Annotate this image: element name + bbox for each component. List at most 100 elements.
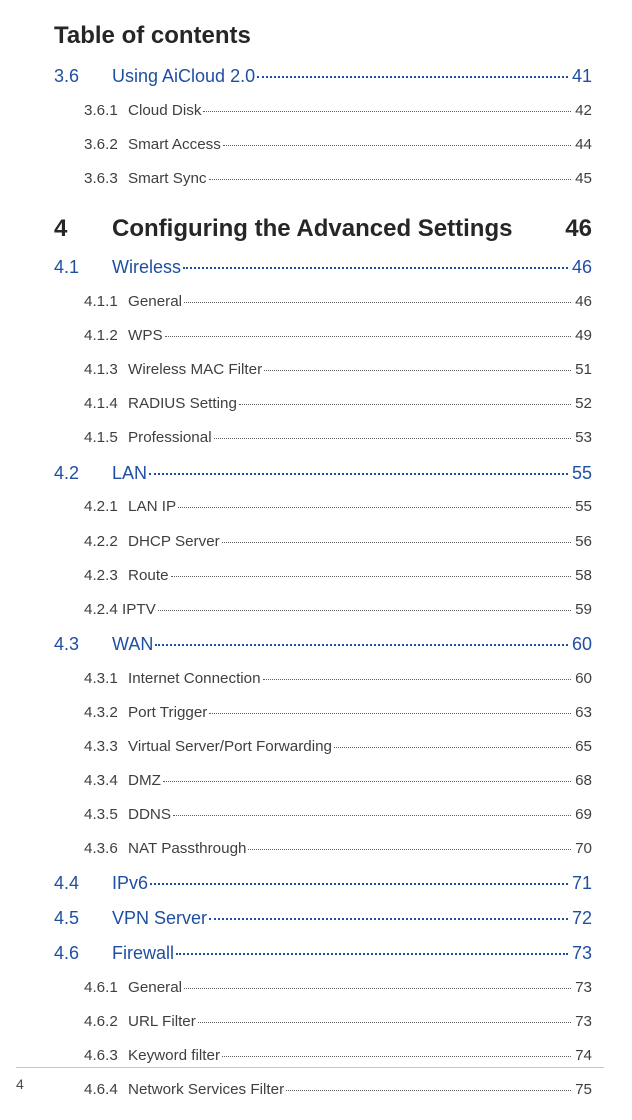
toc-entry-label: LAN IP — [128, 493, 176, 521]
toc-entry-label: DHCP Server — [128, 528, 220, 556]
toc-subsection[interactable]: 4.1.3Wireless MAC Filter51 — [54, 356, 592, 384]
toc-entry-page: 56 — [573, 528, 592, 556]
toc-leader — [223, 145, 571, 146]
toc-entry-label: RADIUS Setting — [128, 390, 237, 418]
toc-section[interactable]: 4.1Wireless46 — [54, 253, 592, 282]
toc-subsection[interactable]: 3.6.1Cloud Disk42 — [54, 97, 592, 125]
toc-entry-label: WPS — [128, 322, 163, 350]
toc-entry-number: 4.5 — [54, 904, 112, 933]
toc-entry-number: 4.2 — [54, 459, 112, 488]
toc-leader — [163, 781, 571, 782]
toc-entry-label: 4.2.4 IPTV — [84, 596, 156, 624]
toc-subsection[interactable]: 4.2.1LAN IP55 — [54, 493, 592, 521]
toc-entry-label: Virtual Server/Port Forwarding — [128, 733, 332, 761]
toc-entry-number: 4.3.2 — [84, 699, 128, 727]
toc-subsection[interactable]: 4.6.3Keyword filter74 — [54, 1042, 592, 1070]
toc-entry-page: 49 — [573, 322, 592, 350]
toc-entry-label: Wireless — [112, 253, 181, 282]
toc-entry-number: 3.6.1 — [84, 97, 128, 125]
footer-page-number: 4 — [16, 1076, 24, 1092]
toc-heading: Table of contents — [54, 22, 592, 50]
toc-entry-label: VPN Server — [112, 904, 207, 933]
toc-entry-page: 41 — [570, 62, 592, 91]
toc-entry-label: Professional — [128, 424, 212, 452]
toc-entry-page: 51 — [573, 356, 592, 384]
toc-entry-number: 4.1.1 — [84, 288, 128, 316]
toc-leader — [222, 1056, 571, 1057]
toc-section[interactable]: 4.2LAN55 — [54, 459, 592, 488]
toc-subsection[interactable]: 4.1.2WPS 49 — [54, 322, 592, 350]
toc-entry-number: 4.3.3 — [84, 733, 128, 761]
toc-leader — [264, 370, 571, 371]
toc-entry-page: 55 — [573, 493, 592, 521]
toc-entry-page: 52 — [573, 390, 592, 418]
toc-subsection[interactable]: 4.6.4Network Services Filter75 — [54, 1076, 592, 1104]
toc-subsection[interactable]: 4.2.3Route58 — [54, 562, 592, 590]
toc-section[interactable]: 4.3WAN60 — [54, 630, 592, 659]
toc-subsection[interactable]: 4.3.5DDNS 69 — [54, 801, 592, 829]
toc-entry-number: 4.1.5 — [84, 424, 128, 452]
toc-entry-label: General — [128, 974, 182, 1002]
toc-entry-number: 4.1 — [54, 253, 112, 282]
toc-entry-page: 73 — [570, 939, 592, 968]
toc-entry-page: 72 — [570, 904, 592, 933]
toc-entry-number: 4.1.2 — [84, 322, 128, 350]
toc-entry-page: 60 — [573, 665, 592, 693]
toc-entry-page: 53 — [573, 424, 592, 452]
toc-subsection[interactable]: 4.1.1General46 — [54, 288, 592, 316]
toc-leader — [171, 576, 572, 577]
toc-section[interactable]: 4.6Firewall 73 — [54, 939, 592, 968]
toc-leader — [214, 438, 572, 439]
toc-entry-number: 4.3.5 — [84, 801, 128, 829]
toc-entry-label: Firewall — [112, 939, 174, 968]
toc-entry-number: 4.6.4 — [84, 1076, 128, 1104]
toc-leader — [209, 179, 572, 180]
toc-entry-number: 4.4 — [54, 869, 112, 898]
toc-subsection[interactable]: 4.6.2URL Filter73 — [54, 1008, 592, 1036]
toc-subsection[interactable]: 4.3.6NAT Passthrough70 — [54, 835, 592, 863]
toc-entry-page: 58 — [573, 562, 592, 590]
toc-section[interactable]: 4.5VPN Server 72 — [54, 904, 592, 933]
toc-section[interactable]: 4.4IPv671 — [54, 869, 592, 898]
toc-subsection[interactable]: 3.6.3Smart Sync45 — [54, 165, 592, 193]
toc-entry-label: NAT Passthrough — [128, 835, 246, 863]
toc-leader — [203, 111, 571, 112]
toc-subsection[interactable]: 4.3.2Port Trigger63 — [54, 699, 592, 727]
toc-entry-number: 3.6.3 — [84, 165, 128, 193]
toc-subsection[interactable]: 4.6.1General 73 — [54, 974, 592, 1002]
toc-subsection[interactable]: 3.6.2Smart Access44 — [54, 131, 592, 159]
toc-subsection[interactable]: 4.3.4DMZ68 — [54, 767, 592, 795]
toc-entry-label: LAN — [112, 459, 147, 488]
toc-entry-page: 70 — [573, 835, 592, 863]
toc-leader — [183, 267, 568, 269]
toc-leader — [173, 815, 571, 816]
toc-subsection[interactable]: 4.2.4 IPTV 59 — [54, 596, 592, 624]
toc-entry-label: Internet Connection — [128, 665, 261, 693]
toc-entry-label: DDNS — [128, 801, 171, 829]
toc-entry-number: 4 — [54, 215, 112, 243]
toc-entry-page: 69 — [573, 801, 592, 829]
toc-subsection[interactable]: 4.3.3Virtual Server/Port Forwarding65 — [54, 733, 592, 761]
toc-subsection[interactable]: 4.1.5Professional 53 — [54, 424, 592, 452]
toc-leader — [257, 76, 568, 78]
toc-subsection[interactable]: 4.1.4RADIUS Setting52 — [54, 390, 592, 418]
toc-chapter: 4Configuring the Advanced Settings46 — [54, 215, 592, 243]
toc-leader — [158, 610, 571, 611]
toc-entry-number: 4.6.1 — [84, 974, 128, 1002]
toc-entry-page: 73 — [573, 974, 592, 1002]
toc-subsection[interactable]: 4.2.2DHCP Server56 — [54, 528, 592, 556]
toc-entry-label: Route — [128, 562, 169, 590]
toc-list: 3.6Using AiCloud 2.0413.6.1Cloud Disk423… — [54, 62, 592, 1104]
toc-section[interactable]: 3.6Using AiCloud 2.041 — [54, 62, 592, 91]
toc-entry-page: 46 — [573, 288, 592, 316]
toc-leader — [239, 404, 571, 405]
toc-leader — [155, 644, 568, 646]
toc-entry-page: 59 — [573, 596, 592, 624]
toc-leader — [149, 473, 568, 475]
toc-entry-number: 4.6 — [54, 939, 112, 968]
toc-entry-number: 3.6.2 — [84, 131, 128, 159]
toc-subsection[interactable]: 4.3.1Internet Connection60 — [54, 665, 592, 693]
toc-entry-label: Wireless MAC Filter — [128, 356, 262, 384]
toc-leader — [165, 336, 571, 337]
toc-leader — [334, 747, 571, 748]
